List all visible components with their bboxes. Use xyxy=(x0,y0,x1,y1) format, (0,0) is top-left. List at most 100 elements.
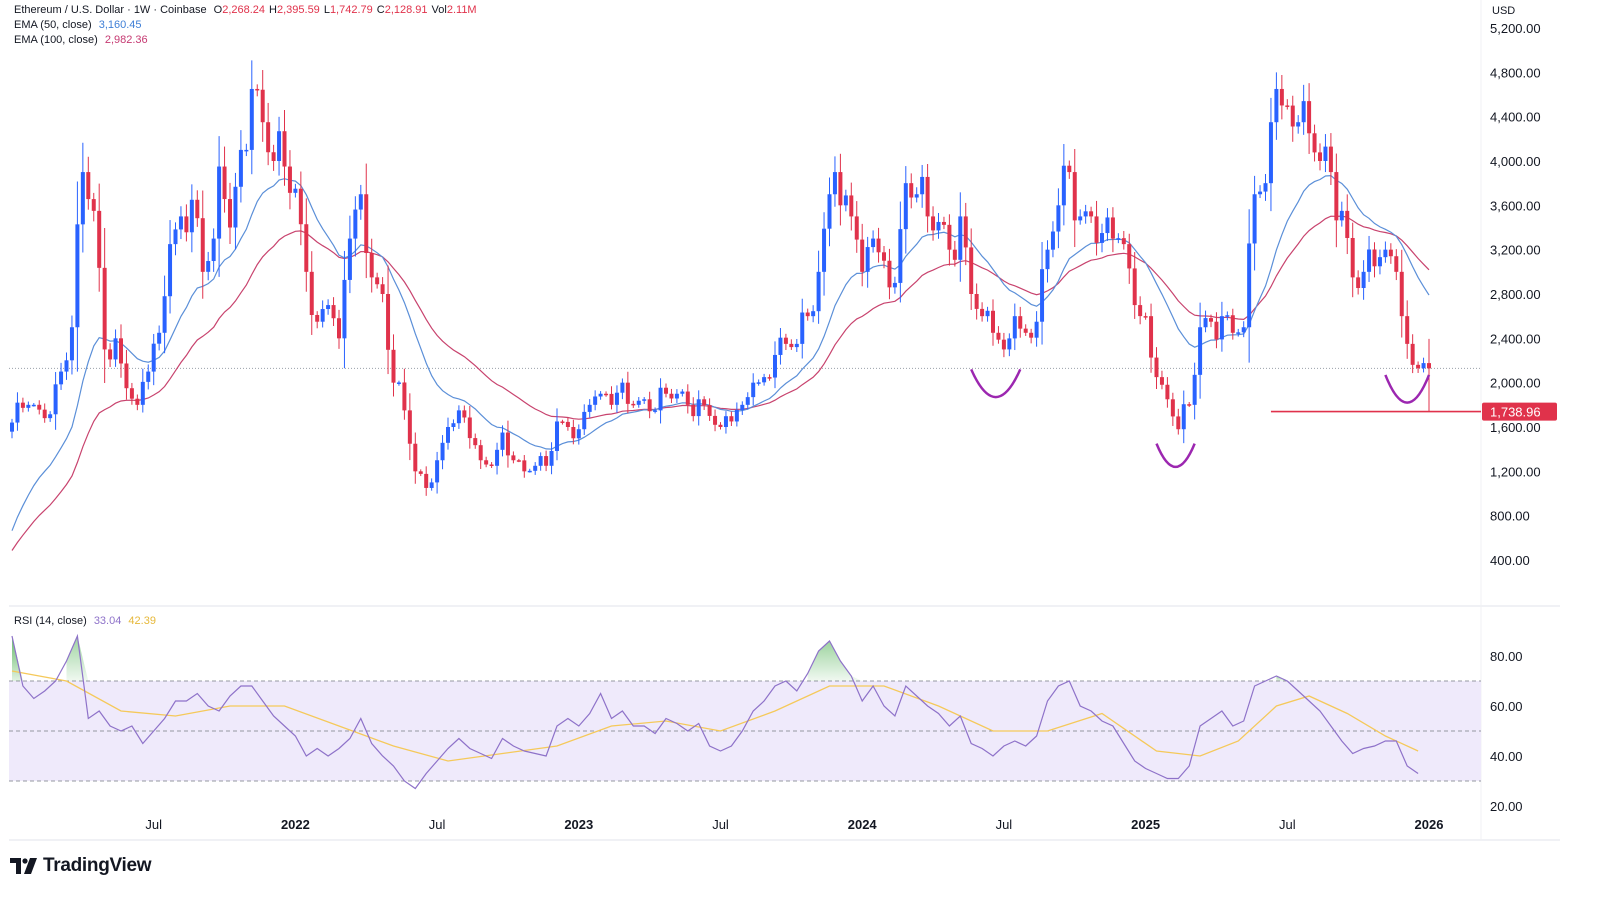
candle-body xyxy=(1427,363,1431,369)
candle-body xyxy=(80,172,85,225)
ema-100-legend[interactable]: EMA (100, close) 2,982.36 xyxy=(14,33,152,48)
rsi-legend[interactable]: RSI (14, close) 33.04 42.39 xyxy=(14,614,160,629)
candle xyxy=(1290,95,1295,142)
candle xyxy=(1105,208,1110,241)
candle-body xyxy=(1383,249,1388,258)
candle xyxy=(1225,311,1230,321)
rsi-pane[interactable] xyxy=(9,633,1481,790)
candle xyxy=(871,230,876,253)
candle-body xyxy=(1345,210,1350,238)
candle xyxy=(467,405,472,449)
candle-body xyxy=(1050,231,1055,250)
candle xyxy=(702,396,707,410)
candle xyxy=(849,182,854,231)
candle-body xyxy=(778,337,783,355)
candle-body xyxy=(614,392,619,405)
price-tick-label: 2,000.00 xyxy=(1490,376,1541,391)
tradingview-logo[interactable]: TradingView xyxy=(10,855,152,877)
candle-body xyxy=(429,482,434,488)
candle-body xyxy=(734,409,739,422)
ema-50-legend[interactable]: EMA (50, close) 3,160.45 xyxy=(14,18,146,33)
candle xyxy=(168,220,173,314)
candle xyxy=(505,420,510,468)
candle-body xyxy=(963,216,968,248)
candle-body xyxy=(533,465,538,471)
candle xyxy=(696,390,701,426)
candle xyxy=(980,302,985,322)
candle xyxy=(669,388,674,404)
candle-body xyxy=(691,404,696,417)
rsi-axis[interactable]: 80.00 60.00 40.00 20.00 xyxy=(1490,649,1523,814)
candle xyxy=(1296,115,1301,134)
candle-body xyxy=(315,314,320,322)
candle-body xyxy=(1307,101,1312,134)
candle-body xyxy=(527,470,532,473)
candle xyxy=(1089,206,1094,223)
candle-body xyxy=(876,238,881,253)
candle xyxy=(1307,83,1312,154)
candle xyxy=(222,146,227,213)
candle xyxy=(1328,133,1333,185)
rsi-overbought-fill xyxy=(12,636,23,681)
price-tick-label: 4,800.00 xyxy=(1490,65,1541,80)
candle-body xyxy=(941,221,946,225)
candle xyxy=(391,334,396,397)
high-value: 2,395.59 xyxy=(276,4,320,16)
candle-body xyxy=(980,308,985,317)
price-axis[interactable]: USD 5,200.00 4,800.00 4,400.00 4,000.00 3,600… xyxy=(1482,5,1557,568)
time-axis[interactable]: Jul 2022 Jul 2023 Jul 2024 Jul 2025 Jul 2026 xyxy=(145,817,1443,832)
candle xyxy=(974,283,979,320)
candle-body xyxy=(713,415,718,425)
candle-body xyxy=(48,414,53,419)
candle-body xyxy=(1198,327,1203,375)
candle xyxy=(1318,143,1322,171)
rsi-overbought-fill xyxy=(807,641,863,681)
candle xyxy=(358,184,363,220)
candle-body xyxy=(854,216,859,240)
candle-body xyxy=(838,172,843,206)
candle-body xyxy=(353,209,358,239)
candle xyxy=(424,466,429,496)
candle-body xyxy=(91,199,96,211)
candle-body xyxy=(751,382,756,398)
candle-body xyxy=(178,216,183,230)
candle-body xyxy=(1149,316,1154,358)
candle-body xyxy=(669,393,674,399)
rsi-tick-label: 60.00 xyxy=(1490,699,1523,714)
time-tick-label: Jul xyxy=(429,817,446,832)
candle-body xyxy=(1236,332,1241,334)
candle xyxy=(1388,243,1393,264)
candle xyxy=(691,397,696,422)
candle xyxy=(582,404,587,436)
candle xyxy=(892,276,897,294)
price-tick-label: 400.00 xyxy=(1490,553,1530,568)
candle-body xyxy=(1268,122,1273,184)
candle-body xyxy=(195,199,200,219)
candle-body xyxy=(1323,146,1328,161)
candle xyxy=(1023,324,1028,336)
candle xyxy=(129,382,134,405)
candle-body xyxy=(53,384,58,415)
candle-body xyxy=(478,445,483,461)
candle-body xyxy=(1154,357,1159,378)
price-pane[interactable] xyxy=(10,60,1481,551)
candle xyxy=(909,173,914,209)
candle-body xyxy=(451,423,456,427)
candle xyxy=(347,215,352,294)
candle-body xyxy=(729,416,734,422)
candle xyxy=(429,478,434,491)
candle-body xyxy=(1192,374,1197,405)
candle-body xyxy=(424,473,429,488)
candle-body xyxy=(1301,101,1306,123)
candle-body xyxy=(233,186,238,228)
candle-body xyxy=(255,88,260,91)
symbol-legend[interactable]: Ethereum / U.S. Dollar · 1W · Coinbase O… xyxy=(14,3,485,18)
candle xyxy=(636,397,641,408)
candle xyxy=(1339,201,1344,227)
candle xyxy=(1187,402,1192,408)
candle xyxy=(1361,260,1366,300)
candle-body xyxy=(1219,316,1224,340)
candle xyxy=(1209,314,1213,328)
candle-body xyxy=(200,218,205,272)
